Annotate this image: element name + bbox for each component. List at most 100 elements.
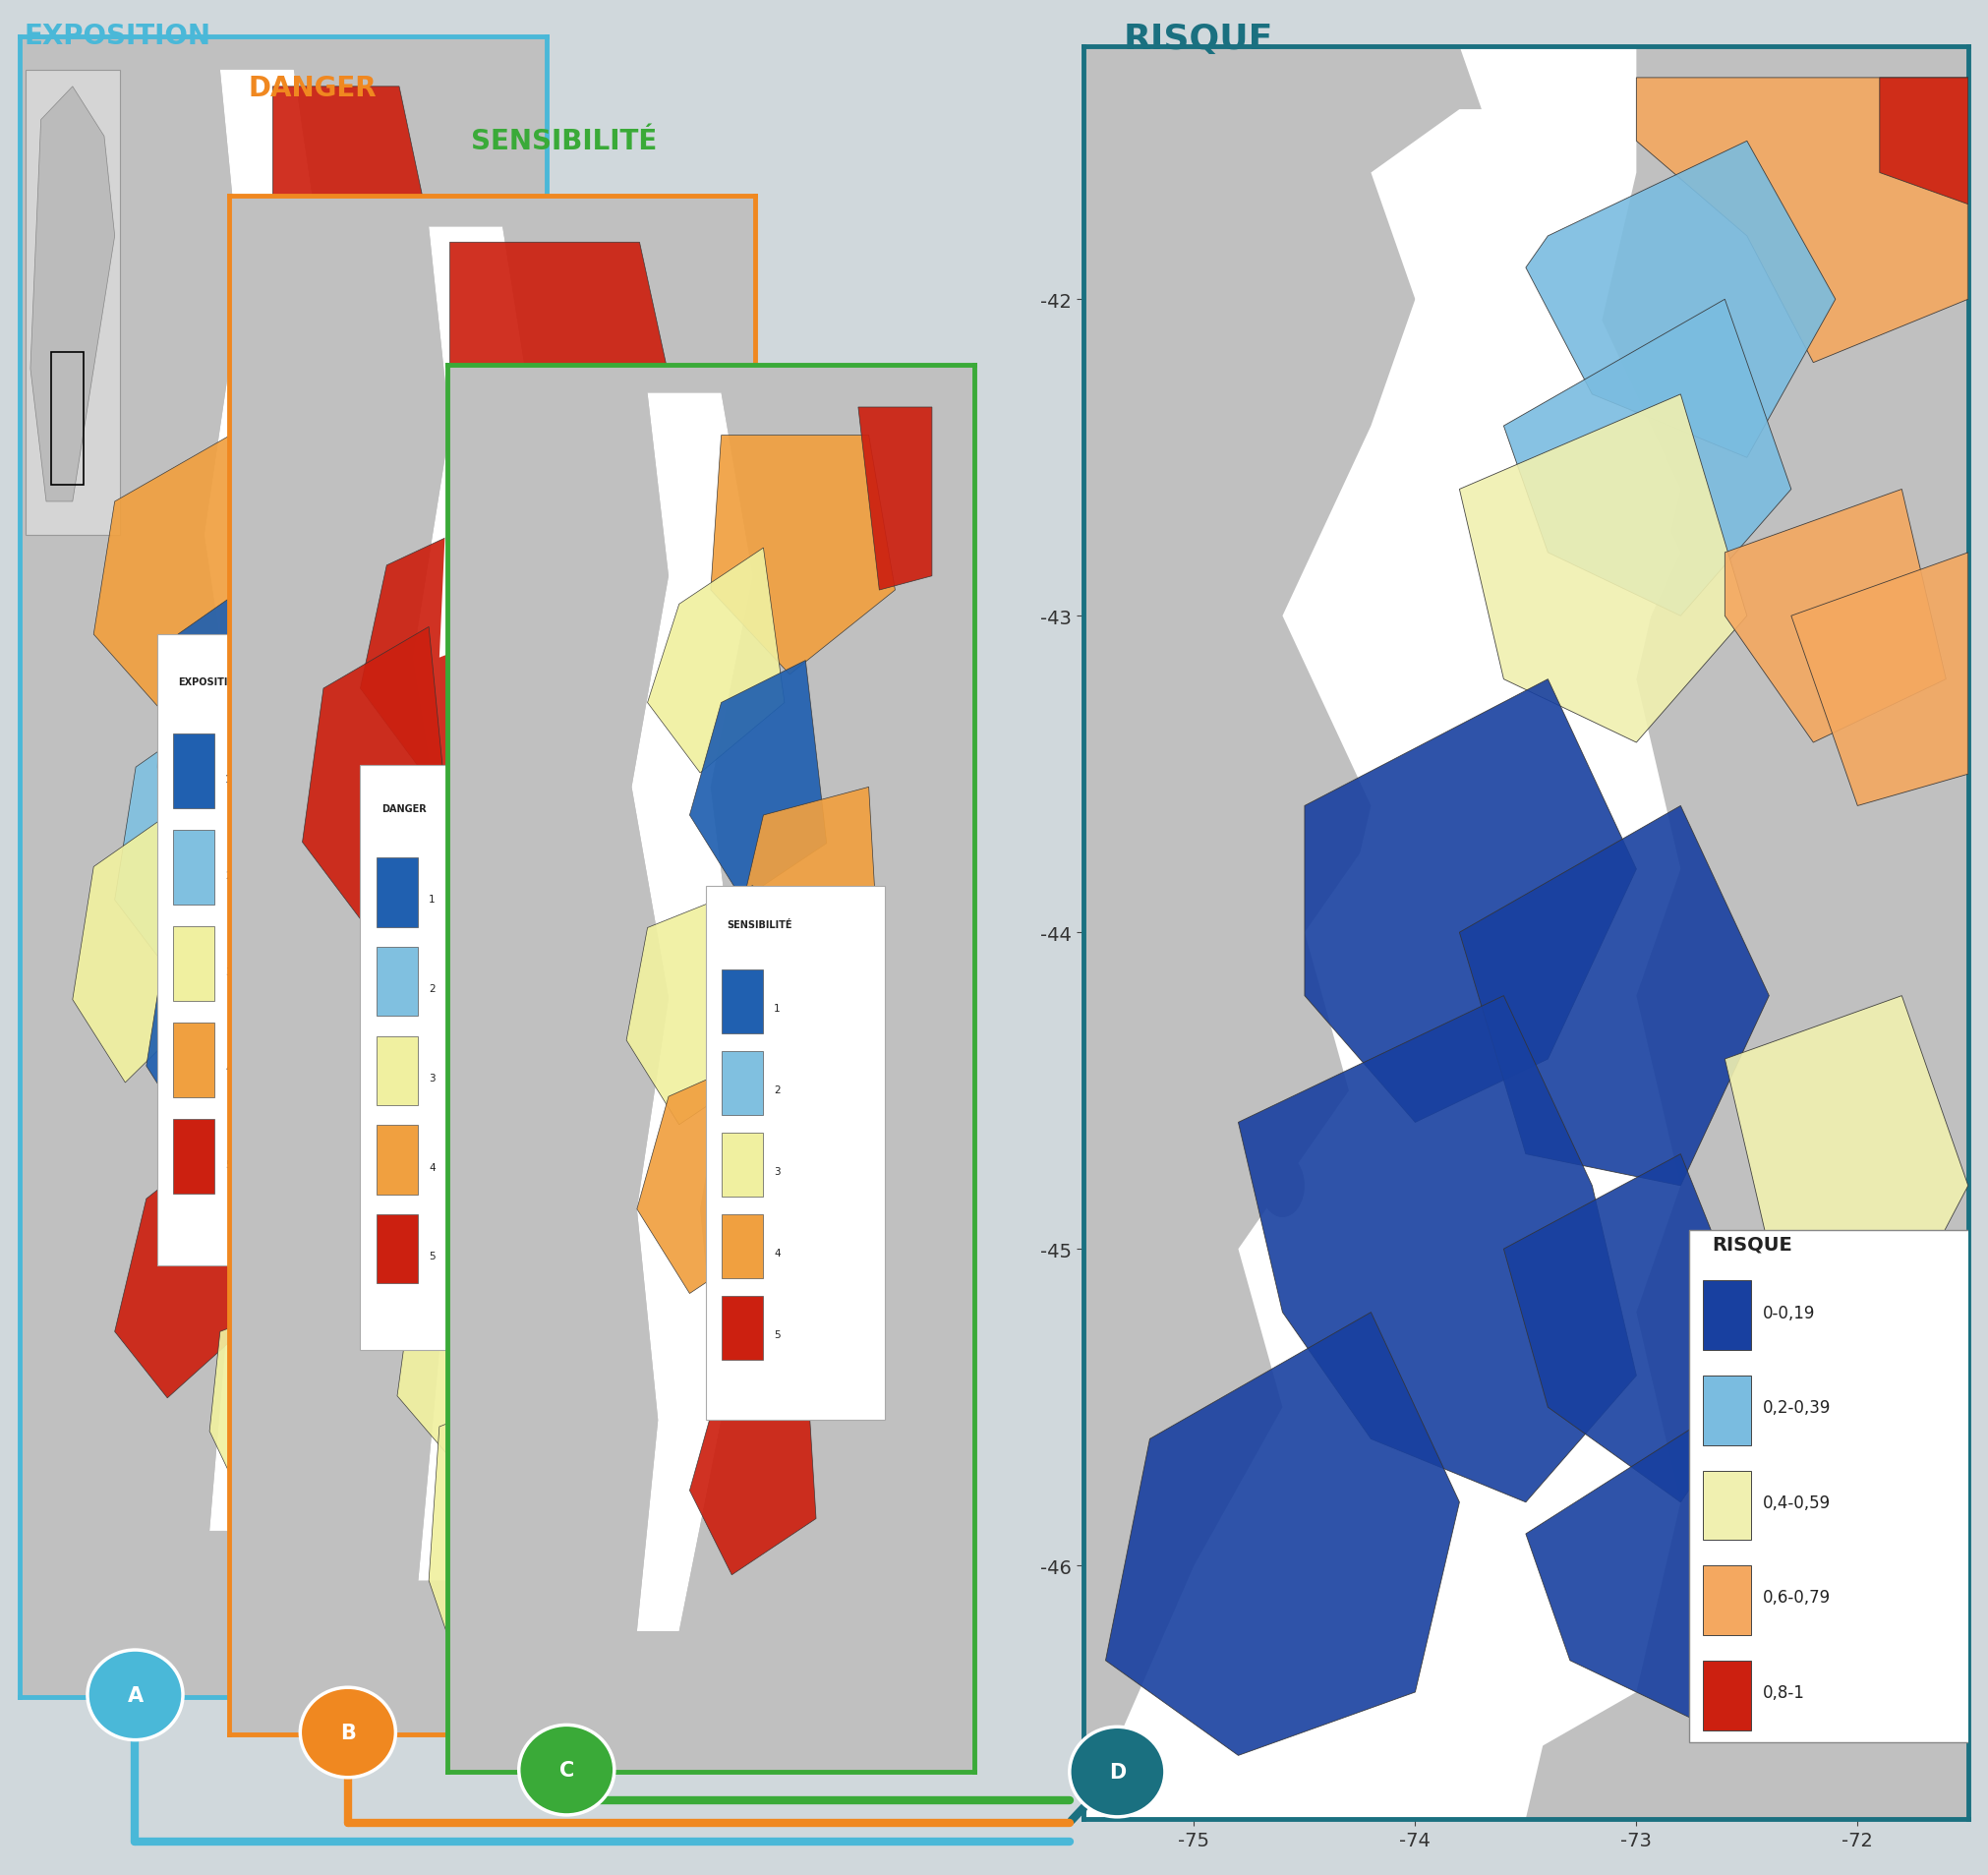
FancyBboxPatch shape — [1690, 1230, 1988, 1744]
Polygon shape — [205, 71, 326, 1530]
Text: 1: 1 — [225, 774, 233, 784]
FancyBboxPatch shape — [26, 71, 119, 536]
Text: RISQUE: RISQUE — [1123, 22, 1272, 56]
Polygon shape — [1282, 111, 1680, 1755]
Polygon shape — [252, 71, 547, 1530]
Polygon shape — [272, 319, 336, 568]
Polygon shape — [231, 270, 368, 585]
Polygon shape — [632, 394, 753, 1631]
Polygon shape — [1459, 396, 1747, 742]
Bar — [1704, 1566, 1751, 1635]
Polygon shape — [115, 1132, 241, 1399]
Text: 5: 5 — [225, 1159, 233, 1170]
Bar — [722, 1298, 763, 1359]
Polygon shape — [366, 966, 503, 1211]
Text: DANGER: DANGER — [382, 804, 425, 814]
Polygon shape — [1239, 996, 1636, 1502]
Polygon shape — [690, 1350, 815, 1575]
Text: SENSIBILITÉ: SENSIBILITÉ — [726, 921, 791, 930]
Polygon shape — [1105, 1312, 1459, 1755]
Bar — [722, 1132, 763, 1196]
Text: 2: 2 — [225, 870, 233, 881]
Bar — [173, 926, 215, 1001]
FancyBboxPatch shape — [157, 636, 326, 1266]
Polygon shape — [738, 788, 879, 1028]
Text: RISQUE: RISQUE — [1712, 1234, 1791, 1252]
Bar — [722, 1215, 763, 1279]
Bar — [722, 971, 763, 1033]
Circle shape — [473, 956, 505, 1041]
Polygon shape — [1726, 996, 1968, 1312]
Polygon shape — [1459, 806, 1769, 1185]
Circle shape — [62, 1050, 103, 1183]
Text: 5: 5 — [773, 1329, 781, 1339]
Polygon shape — [302, 628, 449, 919]
Polygon shape — [20, 71, 241, 1530]
Text: 3: 3 — [773, 1166, 781, 1176]
Polygon shape — [72, 801, 209, 1084]
Bar — [173, 1024, 215, 1099]
Text: DANGER: DANGER — [248, 75, 378, 103]
Polygon shape — [429, 1397, 523, 1672]
Bar — [1704, 1281, 1751, 1350]
Polygon shape — [157, 568, 294, 868]
Circle shape — [1260, 1155, 1304, 1217]
Polygon shape — [93, 435, 252, 718]
Bar — [173, 1119, 215, 1194]
Bar — [173, 831, 215, 906]
FancyBboxPatch shape — [706, 887, 885, 1421]
Polygon shape — [1304, 681, 1636, 1123]
Polygon shape — [1636, 79, 1968, 364]
Polygon shape — [680, 394, 974, 1631]
Polygon shape — [414, 227, 535, 1581]
Polygon shape — [712, 437, 895, 675]
Text: 1: 1 — [773, 1003, 781, 1012]
Bar — [1704, 1376, 1751, 1446]
Polygon shape — [262, 619, 419, 900]
FancyArrowPatch shape — [1072, 1781, 1109, 1821]
Polygon shape — [229, 227, 449, 1581]
Text: 0-0,19: 0-0,19 — [1763, 1303, 1815, 1322]
Circle shape — [1213, 769, 1264, 844]
Text: D: D — [1109, 1762, 1125, 1781]
Polygon shape — [1083, 47, 1503, 1819]
Text: 5: 5 — [429, 1251, 435, 1262]
Bar — [376, 1215, 417, 1284]
Polygon shape — [417, 1043, 555, 1273]
Text: B: B — [340, 1723, 356, 1742]
Text: 3: 3 — [429, 1072, 435, 1082]
Circle shape — [489, 1224, 531, 1337]
Circle shape — [46, 735, 78, 834]
FancyBboxPatch shape — [360, 765, 507, 1350]
Text: 4: 4 — [429, 1162, 435, 1172]
Text: 2: 2 — [429, 984, 435, 994]
Text: C: C — [559, 1761, 575, 1779]
Polygon shape — [1527, 1408, 1791, 1723]
Text: SENSIBILITÉ: SENSIBILITÉ — [471, 128, 658, 156]
Polygon shape — [648, 549, 785, 774]
Text: 0,4-0,59: 0,4-0,59 — [1763, 1494, 1831, 1511]
Polygon shape — [386, 765, 535, 1028]
Polygon shape — [449, 244, 676, 504]
Polygon shape — [461, 227, 755, 1581]
Text: 4: 4 — [225, 1063, 233, 1073]
Bar — [52, 353, 83, 486]
Polygon shape — [1791, 553, 1968, 806]
Polygon shape — [1503, 1155, 1769, 1502]
Circle shape — [254, 842, 286, 936]
Bar — [376, 947, 417, 1016]
Polygon shape — [626, 887, 763, 1125]
Polygon shape — [636, 1054, 773, 1294]
Polygon shape — [1527, 142, 1835, 458]
Polygon shape — [859, 409, 932, 591]
Polygon shape — [30, 88, 115, 503]
Circle shape — [270, 1134, 312, 1258]
Text: 2: 2 — [773, 1086, 781, 1095]
Text: 3: 3 — [225, 968, 233, 977]
Polygon shape — [690, 662, 827, 900]
Bar — [1704, 1470, 1751, 1541]
Text: 0,2-0,39: 0,2-0,39 — [1763, 1399, 1831, 1416]
Polygon shape — [272, 88, 431, 336]
Polygon shape — [1726, 489, 1946, 742]
Bar — [1704, 1661, 1751, 1731]
